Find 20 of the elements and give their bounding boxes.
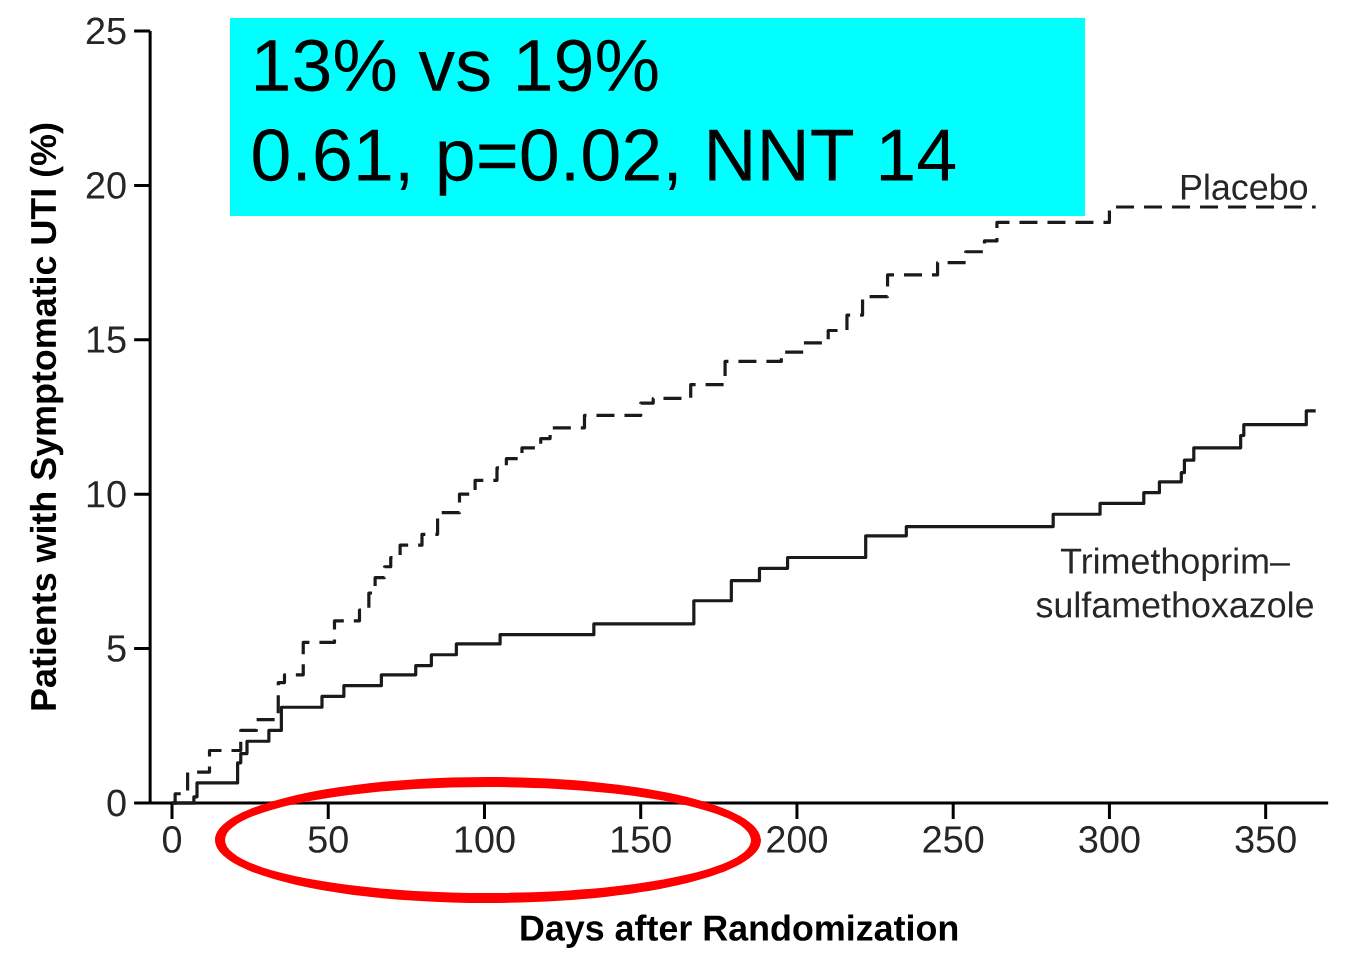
series-label: Placebo: [1181, 173, 1308, 201]
y-tick-label: 0: [107, 789, 126, 817]
y-axis-title: Patients with Symptomatic UTI (%): [29, 124, 64, 710]
y-tick-label: 20: [86, 172, 126, 199]
x-tick-label: 150: [612, 826, 671, 854]
x-tick-label: 300: [1079, 826, 1140, 854]
series-label: Trimethoprim–sulfamethoxazole: [1036, 547, 1313, 618]
y-tick-label: 10: [87, 480, 126, 508]
y-tick-label: 15: [87, 326, 126, 354]
y-tick-label: 5: [107, 635, 126, 663]
x-tick-label: 50: [308, 826, 348, 854]
annotation: 0.61, p=0.02, NNT 14: [253, 129, 956, 197]
annotation: 13% vs 19%: [256, 39, 658, 92]
x-tick-label: 200: [767, 826, 828, 854]
x-tick-label: 100: [455, 826, 515, 854]
x-tick-label: 0: [162, 826, 182, 854]
x-axis-title: Days after Randomization: [521, 914, 958, 949]
x-tick-label: 250: [923, 826, 984, 854]
x-tick-label: 350: [1235, 826, 1296, 854]
y-tick-label: 25: [86, 17, 126, 45]
